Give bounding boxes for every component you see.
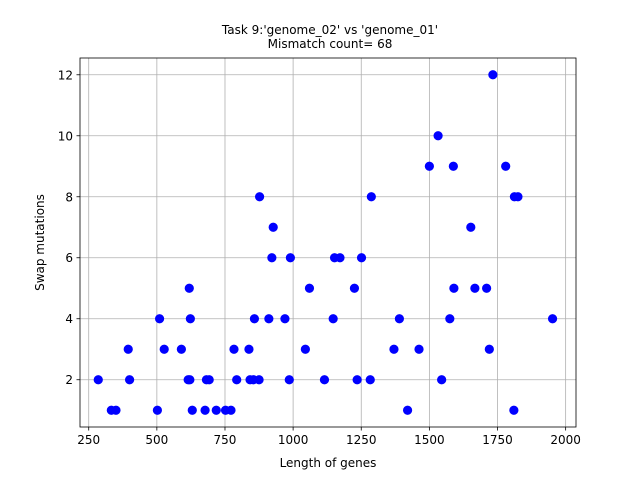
y-tick-label: 6 (65, 251, 73, 265)
y-tick-label: 2 (65, 373, 73, 387)
data-point (501, 161, 511, 171)
plot-frame (79, 57, 577, 428)
data-point (414, 344, 424, 354)
data-point (285, 253, 295, 263)
data-points (93, 70, 558, 415)
data-point (254, 375, 264, 385)
x-tick-label: 750 (214, 433, 237, 447)
x-tick-label: 2000 (550, 433, 581, 447)
data-point (300, 344, 310, 354)
data-point (509, 405, 519, 415)
y-tick-label: 10 (58, 129, 73, 143)
data-point (268, 222, 278, 232)
data-point (547, 314, 558, 324)
data-point (154, 314, 165, 324)
data-point (366, 192, 376, 202)
data-point (123, 344, 133, 354)
chart-title: Task 9:'genome_02' vs 'genome_01' (221, 23, 438, 37)
data-point (484, 344, 494, 354)
data-point (111, 405, 121, 415)
data-point (488, 70, 498, 80)
data-point (394, 314, 405, 324)
data-point (125, 375, 135, 385)
data-point (437, 375, 447, 385)
data-point (470, 283, 480, 293)
data-point (229, 344, 239, 354)
data-point (365, 375, 375, 385)
data-point (93, 375, 103, 385)
data-point (356, 253, 367, 263)
data-point (200, 405, 210, 415)
data-point (176, 344, 186, 354)
data-point (352, 375, 362, 385)
y-tick-label: 8 (65, 190, 73, 204)
data-point (466, 222, 476, 232)
data-point (433, 131, 443, 141)
data-point (284, 375, 294, 385)
data-point (152, 405, 162, 415)
chart-subtitle: Mismatch count= 68 (268, 37, 393, 51)
y-tick-label: 12 (58, 68, 73, 82)
data-point (304, 283, 315, 293)
data-point (184, 283, 194, 293)
data-point (349, 283, 360, 293)
x-axis-label: Length of genes (280, 456, 377, 470)
data-point (249, 314, 260, 324)
data-point (267, 253, 277, 263)
data-point (445, 314, 455, 324)
data-point (232, 375, 242, 385)
data-point (185, 314, 195, 324)
data-point (482, 283, 492, 293)
data-point (319, 375, 330, 385)
data-point (159, 344, 169, 354)
data-point (204, 375, 214, 385)
y-axis-label: Swap mutations (33, 194, 47, 291)
y-tick-label: 4 (65, 312, 73, 326)
data-point (264, 314, 274, 324)
data-point (424, 161, 434, 171)
data-point (226, 405, 236, 415)
data-point (402, 405, 413, 415)
x-tick-label: 1000 (278, 433, 309, 447)
data-point (449, 283, 459, 293)
data-point (389, 344, 399, 354)
data-point (185, 375, 195, 385)
x-tick-label: 500 (145, 433, 168, 447)
data-point (187, 405, 197, 415)
x-tick-label: 1750 (482, 433, 513, 447)
x-tick-label: 1500 (414, 433, 445, 447)
x-tick-label: 1250 (346, 433, 377, 447)
data-point (448, 161, 458, 171)
data-point (280, 314, 290, 324)
axis-ticks: 250 500 750 1000 1250 1500 1750 2000 2 4 6 8 10 12 (58, 68, 581, 447)
data-point (254, 192, 265, 202)
x-tick-label: 250 (77, 433, 100, 447)
data-point (328, 314, 338, 324)
data-point (513, 192, 523, 202)
data-point (244, 344, 254, 354)
data-point (335, 253, 345, 263)
data-point (211, 405, 221, 415)
